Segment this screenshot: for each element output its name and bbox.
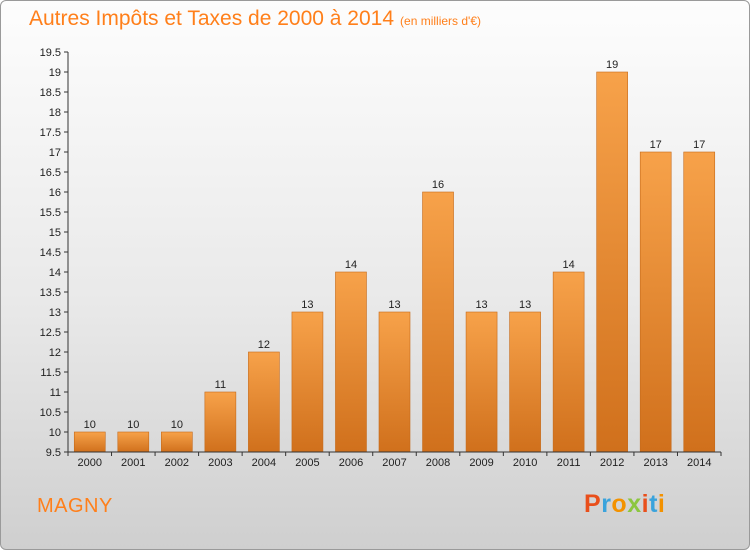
x-tick-label-2009: 2009	[469, 457, 493, 469]
x-tick-label-2006: 2006	[339, 457, 363, 469]
data-label-2006: 14	[345, 259, 357, 271]
bar-2006	[335, 271, 367, 453]
chart-title-unit: (en milliers d'€)	[400, 14, 482, 28]
bar-2009	[465, 311, 498, 453]
x-tick-label-2002: 2002	[165, 457, 189, 469]
bar-2007	[378, 311, 411, 453]
data-labels: 10 10 10 11 12 13 14 13 16 13 13 14 19 17 17	[84, 59, 706, 431]
data-label-2005: 13	[301, 299, 313, 311]
data-label-2012: 19	[606, 59, 618, 71]
data-label-2014: 17	[693, 139, 705, 151]
data-label-2011: 14	[563, 259, 575, 271]
y-tick-label: 19.5	[40, 47, 61, 59]
logo-letter: i	[657, 490, 666, 518]
y-tick-label: 14.5	[40, 247, 61, 259]
data-label-2010: 13	[519, 299, 531, 311]
data-label-2001: 10	[127, 419, 139, 431]
x-tick-label-2004: 2004	[252, 457, 276, 469]
bar-2002	[161, 431, 193, 453]
y-tick-label: 9.5	[46, 447, 61, 459]
x-tick-label-2000: 2000	[78, 457, 102, 469]
logo-letter: P	[584, 490, 602, 518]
data-label-2013: 17	[650, 139, 662, 151]
bars	[73, 71, 716, 453]
bar-2001	[117, 431, 150, 453]
y-tick-label: 16.5	[40, 167, 61, 179]
bar-2013	[639, 151, 672, 453]
bar-2004	[248, 351, 280, 453]
y-tick-label: 10.5	[40, 407, 61, 419]
proxiti-logo: Proxiti	[584, 490, 665, 519]
data-label-2007: 13	[388, 299, 400, 311]
chart-title-main: Autres Impôts et Taxes de 2000 à 2014	[29, 7, 395, 30]
y-tick-label: 13	[49, 307, 61, 319]
x-tick-label-2008: 2008	[426, 457, 450, 469]
logo-letter: t	[649, 490, 658, 518]
y-tick-label: 12	[49, 347, 61, 359]
x-tick-label-2013: 2013	[643, 457, 667, 469]
y-tick-label: 16	[49, 187, 61, 199]
x-tick-label-2005: 2005	[295, 457, 319, 469]
x-tick-label-2012: 2012	[600, 457, 624, 469]
data-label-2002: 10	[171, 419, 183, 431]
x-tick-label-2003: 2003	[208, 457, 232, 469]
x-tick-label-2007: 2007	[382, 457, 406, 469]
y-tick-label: 13.5	[40, 287, 61, 299]
bar-2010	[509, 311, 541, 453]
y-tick-label: 11.5	[40, 367, 61, 379]
y-tick-label: 18	[49, 107, 61, 119]
x-tick-label-2001: 2001	[121, 457, 145, 469]
bar-2000	[73, 431, 106, 453]
y-tick-label: 12.5	[40, 327, 61, 339]
y-tick-label: 17.5	[40, 127, 61, 139]
y-tick-label: 11	[50, 387, 61, 399]
bar-2008	[422, 191, 454, 453]
data-label-2000: 10	[84, 419, 96, 431]
data-label-2004: 12	[258, 339, 270, 351]
x-tick-label-2014: 2014	[687, 457, 711, 469]
bar-2011	[552, 271, 585, 453]
y-tick-label: 15	[49, 227, 61, 239]
bar-2003	[204, 391, 237, 453]
y-axis: 9.5 10 10.5 11 11.5 12 12.5 13 13.5 14 14.5 15 15.5 1…	[40, 47, 69, 459]
y-tick-label: 17	[49, 147, 61, 159]
x-tick-label-2010: 2010	[513, 457, 537, 469]
logo-letter: i	[641, 490, 650, 518]
x-tick-label-2011: 2011	[557, 457, 581, 469]
bar-2014	[683, 151, 716, 453]
data-label-2009: 13	[475, 299, 487, 311]
y-tick-label: 15.5	[40, 207, 61, 219]
chart-title: Autres Impôts et Taxes de 2000 à 2014 (en…	[29, 7, 481, 31]
bar-2005	[291, 311, 324, 453]
y-tick-label: 14	[49, 267, 61, 279]
logo-letter: x	[627, 490, 642, 518]
data-label-2003: 11	[215, 379, 226, 391]
y-tick-label: 19	[49, 67, 61, 79]
x-axis: 2000 2001 2002 2003 2004 2005 2006 2007 2008 2009…	[67, 451, 722, 469]
logo-letter: r	[601, 490, 612, 518]
y-tick-label: 10	[49, 427, 61, 439]
data-label-2008: 16	[432, 179, 444, 191]
bar-2012	[596, 71, 628, 453]
municipality-name: MAGNY	[37, 495, 113, 517]
y-tick-label: 18.5	[40, 87, 61, 99]
logo-letter: o	[611, 490, 628, 518]
